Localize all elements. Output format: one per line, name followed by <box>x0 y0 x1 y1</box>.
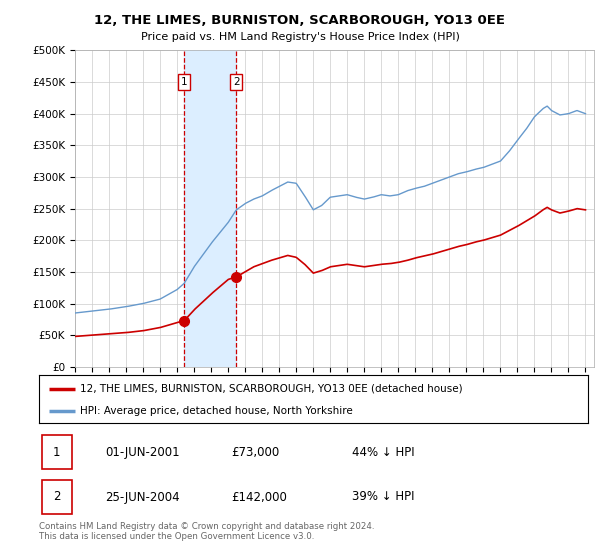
Text: 01-JUN-2001: 01-JUN-2001 <box>105 446 179 459</box>
Text: 25-JUN-2004: 25-JUN-2004 <box>105 491 179 503</box>
Text: 2: 2 <box>53 491 61 503</box>
Text: £142,000: £142,000 <box>231 491 287 503</box>
Text: 2: 2 <box>233 77 239 87</box>
FancyBboxPatch shape <box>42 480 72 514</box>
Text: Price paid vs. HM Land Registry's House Price Index (HPI): Price paid vs. HM Land Registry's House … <box>140 32 460 42</box>
Text: Contains HM Land Registry data © Crown copyright and database right 2024.
This d: Contains HM Land Registry data © Crown c… <box>39 522 374 542</box>
Text: 12, THE LIMES, BURNISTON, SCARBOROUGH, YO13 0EE (detached house): 12, THE LIMES, BURNISTON, SCARBOROUGH, Y… <box>80 384 463 394</box>
Text: £73,000: £73,000 <box>231 446 280 459</box>
Text: 12, THE LIMES, BURNISTON, SCARBOROUGH, YO13 0EE: 12, THE LIMES, BURNISTON, SCARBOROUGH, Y… <box>95 14 505 27</box>
FancyBboxPatch shape <box>42 436 72 469</box>
Text: 39% ↓ HPI: 39% ↓ HPI <box>352 491 415 503</box>
Text: HPI: Average price, detached house, North Yorkshire: HPI: Average price, detached house, Nort… <box>80 406 353 416</box>
Text: 1: 1 <box>53 446 61 459</box>
Text: 1: 1 <box>181 77 188 87</box>
Bar <box>184 50 236 367</box>
Text: 44% ↓ HPI: 44% ↓ HPI <box>352 446 415 459</box>
